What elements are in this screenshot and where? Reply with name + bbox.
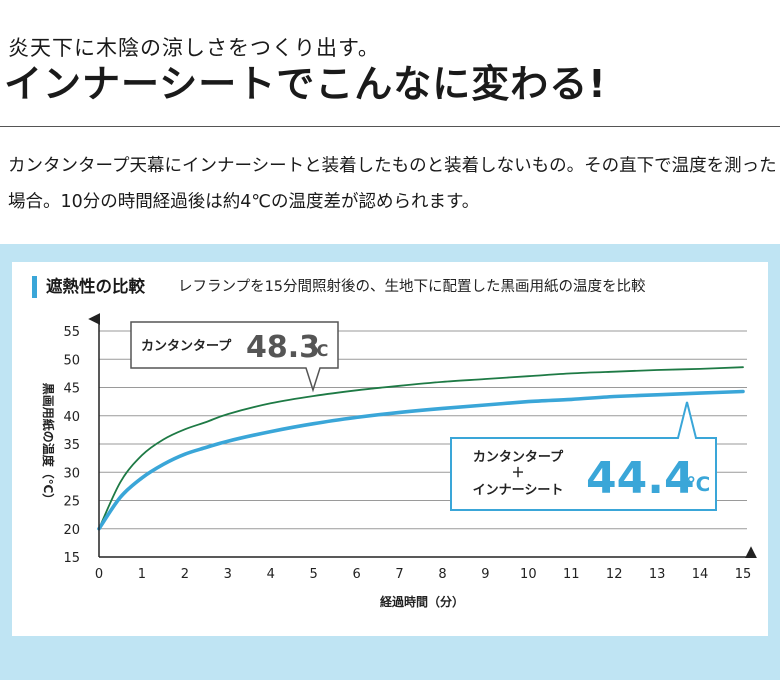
x-tick-label: 6 [352,567,360,582]
x-tick-label: 13 [649,567,666,582]
x-tick-label: 14 [692,567,709,582]
y-tick-label: 15 [63,551,80,566]
x-tick-label: 2 [181,567,189,582]
x-tick-label: 15 [735,567,752,582]
y-tick-label: 45 [63,382,80,397]
y-tick-label: 55 [63,325,80,340]
x-tick-label: 10 [520,567,537,582]
y-tick-label: 25 [63,495,80,510]
x-axis-label: 経過時間（分） [380,594,464,609]
card-note: レフランプを15分間照射後の、生地下に配置した黒画用紙の温度を比較 [178,279,646,295]
x-tick-label: 0 [95,567,103,582]
x-tick-label: 3 [224,567,232,582]
callout-green-value: 48.3 [246,330,320,365]
card-title-accent-bar [32,276,37,298]
callout-blue-plus: ＋ [511,466,524,481]
callout-green-label: カンタンタープ [141,339,232,354]
title-divider [0,126,780,127]
description-text: カンタンタープ天幕にインナーシートと装着したものと装着しないもの。その直下で温度… [8,156,777,212]
x-tick-label: 1 [138,567,146,582]
x-tick-label: 8 [438,567,446,582]
y-tick-label: 35 [63,438,80,453]
y-tick-label: 40 [63,410,80,425]
page-title: インナーシートでこんなに変わる! [4,62,607,106]
y-tick-label: 30 [63,466,80,481]
card-title: 遮熱性の比較 [46,277,145,296]
callout-blue-label-1: カンタンタープ [473,450,564,465]
x-tick-label: 7 [395,567,403,582]
x-tick-label: 5 [310,567,318,582]
y-axis-label: 黒画用紙の温度（℃） [41,383,56,506]
page-subtitle: 炎天下に木陰の涼しさをつくり出す。 [8,36,380,60]
series-line-tarp-inner-sheet [97,389,745,531]
y-tick-label: 50 [63,353,80,368]
y-tick-label: 20 [63,523,80,538]
callout-green: カンタンタープ 48.3 ℃ [130,321,339,393]
x-tick-label: 9 [481,567,489,582]
x-tick-label: 11 [563,567,580,582]
callout-blue-value: 44.4 [586,453,695,504]
callout-green-unit: ℃ [309,341,328,360]
callout-blue-label-2: インナーシート [473,483,564,498]
x-tick-label: 4 [267,567,275,582]
series-line-tarp [98,366,744,530]
callout-blue: カンタンタープ ＋ インナーシート 44.4 ℃ [450,401,717,511]
x-tick-label: 12 [606,567,623,582]
callout-blue-unit: ℃ [686,472,710,496]
